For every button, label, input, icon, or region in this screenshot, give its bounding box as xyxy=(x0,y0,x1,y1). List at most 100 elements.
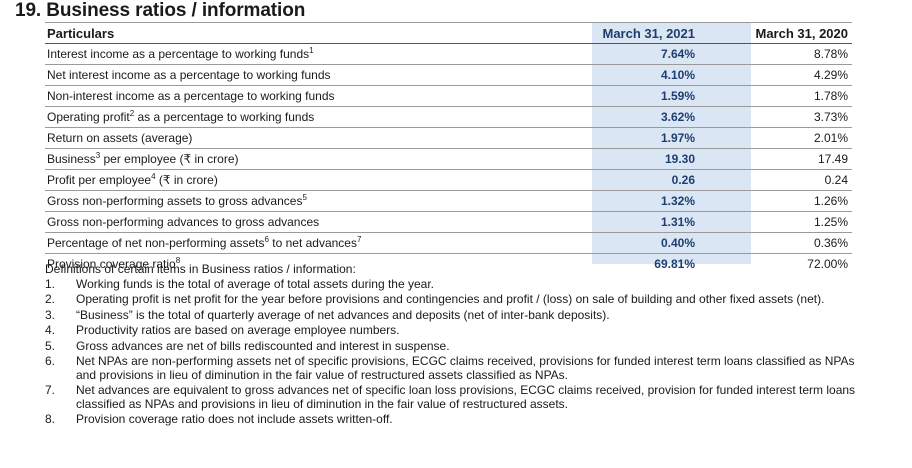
value-march-2020: 4.29% xyxy=(703,64,852,86)
value-march-2021: 0.40% xyxy=(543,232,703,254)
definition-item: 8. Provision coverage ratio does not incl… xyxy=(45,412,865,427)
value-march-2020: 17.49 xyxy=(703,148,852,170)
definition-number: 7. xyxy=(45,383,56,397)
footnote-marker: 6 xyxy=(264,234,269,244)
value-march-2020: 3.73% xyxy=(703,106,852,128)
value-march-2021: 1.59% xyxy=(543,85,703,107)
row-label-text: Gross non-performing advances to gross a… xyxy=(47,214,320,229)
definition-item: 2. Operating profit is net profit for the… xyxy=(45,292,865,307)
row-label: Provision coverage ratio8 xyxy=(45,254,543,275)
definitions-list: 1. Working funds is the total of average … xyxy=(45,276,865,427)
row-label-text: Return on assets (average) xyxy=(47,130,193,145)
value-march-2021: 1.97% xyxy=(543,127,703,149)
row-label: Interest income as a percentage to worki… xyxy=(45,43,543,65)
header-particulars: Particulars xyxy=(45,22,543,44)
footnote-marker: 7 xyxy=(356,234,362,244)
row-label: Percentage of net non-performing assets6… xyxy=(45,232,543,254)
row-label-text: Provision coverage ratio xyxy=(47,256,176,271)
definitions-title: Definitions of certain items in Business… xyxy=(45,262,356,276)
row-label: Return on assets (average) xyxy=(45,127,543,149)
footnote-marker: 1 xyxy=(309,45,314,55)
value-march-2021: 4.10% xyxy=(543,64,703,86)
table-row: Profit per employee4 (₹ in crore) 0.26 0.2… xyxy=(45,169,852,191)
definition-number: 4. xyxy=(45,323,56,337)
row-label: Operating profit2 as a percentage to wor… xyxy=(45,106,543,128)
definition-text: Gross advances are net of bills rediscou… xyxy=(76,338,450,353)
table-row: Operating profit2 as a percentage to wor… xyxy=(45,106,852,128)
row-label: Gross non-performing advances to gross a… xyxy=(45,211,543,233)
definition-text: Operating profit is net profit for the y… xyxy=(76,292,825,306)
row-label-text: Gross non-performing assets to gross adv… xyxy=(47,193,303,208)
table-row: Non-interest income as a percentage to w… xyxy=(45,85,852,107)
table-header-row: Particulars March 31, 2021 March 31, 202… xyxy=(45,22,852,44)
table-row: Gross non-performing advances to gross a… xyxy=(45,211,852,233)
definition-number: 8. xyxy=(45,412,56,426)
value-march-2020: 8.78% xyxy=(703,43,852,65)
row-label-text: Net interest income as a percentage to w… xyxy=(47,67,331,82)
definition-item: 3. “Business” is the total of quarterly a… xyxy=(45,307,865,323)
definition-text: “Business” is the total of quarterly ave… xyxy=(76,307,610,322)
value-march-2021: 7.64% xyxy=(543,43,703,65)
table-row: Gross non-performing assets to gross adv… xyxy=(45,190,852,212)
definition-item: 6. Net NPAs are non-performing assets net… xyxy=(45,354,865,382)
definition-text: Net advances are equivalent to gross adv… xyxy=(76,383,856,411)
footnote-marker: 2 xyxy=(129,108,135,118)
row-label-suffix: to net advances xyxy=(268,235,357,250)
value-march-2021: 3.62% xyxy=(543,106,703,128)
row-label-suffix: per employee (₹ in crore) xyxy=(100,151,239,166)
footnote-marker: 8 xyxy=(175,255,181,265)
definitions-section: Definitions of certain items in Business… xyxy=(45,262,865,429)
value-march-2020: 1.26% xyxy=(703,190,852,212)
business-ratios-table: Particulars March 31, 2021 March 31, 202… xyxy=(45,22,852,274)
header-march-2021: March 31, 2021 xyxy=(543,22,703,44)
definition-text: Working funds is the total of average of… xyxy=(76,276,434,291)
ratios-table: Particulars March 31, 2021 March 31, 202… xyxy=(45,22,852,274)
row-label: Net interest income as a percentage to w… xyxy=(45,64,543,86)
header-march-2020: March 31, 2020 xyxy=(703,22,852,44)
definition-number: 3. xyxy=(45,307,56,322)
row-label-text: Percentage of net non-performing assets xyxy=(47,235,265,250)
table-row: Business3 per employee (₹ in crore) 19.30… xyxy=(45,148,852,170)
row-label-text: Business xyxy=(47,151,96,166)
footnote-marker: 5 xyxy=(302,192,307,202)
value-march-2021: 69.81% xyxy=(654,256,695,271)
row-label-text: Interest income as a percentage to worki… xyxy=(47,46,310,61)
row-label: Business3 per employee (₹ in crore) xyxy=(45,148,543,170)
value-march-2020: 1.25% xyxy=(703,211,852,233)
row-label-suffix: (₹ in crore) xyxy=(155,172,218,187)
definition-item: 5. Gross advances are net of bills redisc… xyxy=(45,338,865,354)
value-march-2021: 0.26 xyxy=(543,169,703,191)
value-march-2020: 0.36% xyxy=(703,232,852,254)
definition-item: 7. Net advances are equivalent to gross a… xyxy=(45,383,865,411)
table-row: Provision coverage ratio8 69.81% 72.00% xyxy=(45,254,852,275)
definition-number: 2. xyxy=(45,292,56,306)
row-label-text: Profit per employee xyxy=(47,172,152,187)
value-march-2021: 1.31% xyxy=(543,211,703,233)
table-row: Return on assets (average) 1.97% 2.01% xyxy=(45,127,852,149)
definition-text: Net NPAs are non-performing assets net o… xyxy=(76,354,855,382)
value-march-2021: 19.30 xyxy=(543,148,703,170)
footnote-marker: 3 xyxy=(95,150,101,160)
definition-number: 6. xyxy=(45,354,56,368)
section-title: 19. Business ratios / information xyxy=(15,0,306,21)
definition-item: 4. Productivity ratios are based on avera… xyxy=(45,323,865,338)
row-label-text: Non-interest income as a percentage to w… xyxy=(47,88,335,103)
definition-number: 5. xyxy=(45,338,56,353)
table-row: Percentage of net non-performing assets6… xyxy=(45,232,852,254)
definition-item: 1. Working funds is the total of average … xyxy=(45,276,865,292)
value-march-2020: 0.24 xyxy=(703,169,852,191)
value-march-2020: 2.01% xyxy=(703,127,852,149)
row-label: Gross non-performing assets to gross adv… xyxy=(45,190,543,212)
definition-text: Provision coverage ratio does not includ… xyxy=(76,412,393,426)
value-march-2021: 1.32% xyxy=(543,190,703,212)
row-label-suffix: as a percentage to working funds xyxy=(134,109,315,124)
row-label: Non-interest income as a percentage to w… xyxy=(45,85,543,107)
definition-text: Productivity ratios are based on average… xyxy=(76,323,400,337)
value-march-2020: 1.78% xyxy=(703,85,852,107)
table-row: Net interest income as a percentage to w… xyxy=(45,64,852,86)
row-label-text: Operating profit xyxy=(47,109,130,124)
table-row: Interest income as a percentage to worki… xyxy=(45,43,852,65)
value-march-2020: 72.00% xyxy=(807,256,848,271)
row-label: Profit per employee4 (₹ in crore) xyxy=(45,169,543,191)
definition-number: 1. xyxy=(45,276,56,291)
